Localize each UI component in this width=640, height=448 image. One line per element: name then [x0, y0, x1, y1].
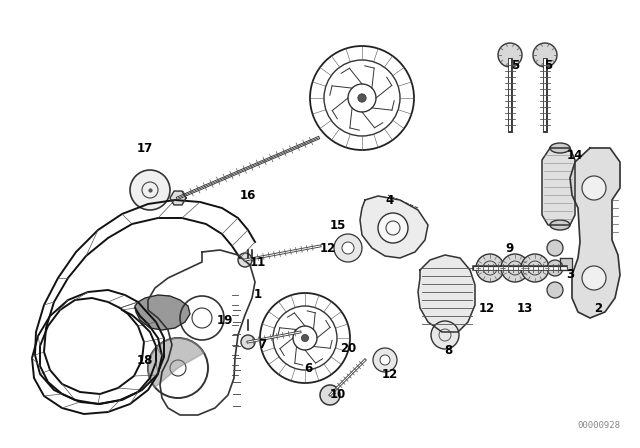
- Text: 1: 1: [254, 289, 262, 302]
- Circle shape: [358, 94, 366, 102]
- Circle shape: [547, 282, 563, 298]
- Circle shape: [547, 240, 563, 256]
- Ellipse shape: [550, 220, 570, 230]
- Text: 14: 14: [567, 148, 583, 161]
- Text: 12: 12: [382, 369, 398, 382]
- Circle shape: [431, 321, 459, 349]
- Circle shape: [334, 234, 362, 262]
- Circle shape: [378, 213, 408, 243]
- Text: 12: 12: [320, 241, 336, 254]
- Text: 5: 5: [511, 59, 519, 72]
- Polygon shape: [570, 148, 620, 318]
- Text: 19: 19: [217, 314, 233, 327]
- Text: 3: 3: [566, 268, 574, 281]
- Polygon shape: [418, 255, 475, 332]
- Polygon shape: [542, 148, 575, 225]
- Circle shape: [342, 242, 354, 254]
- Wedge shape: [148, 338, 204, 387]
- Ellipse shape: [550, 143, 570, 153]
- Text: 2: 2: [594, 302, 602, 314]
- Text: 6: 6: [304, 362, 312, 375]
- Text: 20: 20: [340, 341, 356, 354]
- Circle shape: [501, 254, 529, 282]
- Text: 15: 15: [330, 219, 346, 232]
- Text: 8: 8: [444, 344, 452, 357]
- Text: 00000928: 00000928: [577, 421, 620, 430]
- Circle shape: [582, 176, 606, 200]
- Text: 12: 12: [479, 302, 495, 314]
- Circle shape: [241, 335, 255, 349]
- Polygon shape: [360, 196, 428, 258]
- Text: 11: 11: [250, 257, 266, 270]
- Circle shape: [238, 253, 252, 267]
- Circle shape: [320, 385, 340, 405]
- Text: 5: 5: [544, 59, 552, 72]
- Text: 4: 4: [386, 194, 394, 207]
- Text: 18: 18: [137, 353, 153, 366]
- Circle shape: [301, 334, 308, 341]
- Polygon shape: [170, 191, 186, 205]
- Circle shape: [547, 260, 563, 276]
- Circle shape: [533, 43, 557, 67]
- Polygon shape: [135, 295, 190, 330]
- Circle shape: [582, 266, 606, 290]
- Text: 17: 17: [137, 142, 153, 155]
- Polygon shape: [560, 258, 572, 270]
- Text: 16: 16: [240, 189, 256, 202]
- Circle shape: [498, 43, 522, 67]
- Text: 7: 7: [258, 339, 266, 352]
- Circle shape: [380, 355, 390, 365]
- Text: 13: 13: [517, 302, 533, 314]
- Circle shape: [373, 348, 397, 372]
- Circle shape: [476, 254, 504, 282]
- Text: 10: 10: [330, 388, 346, 401]
- Circle shape: [130, 170, 170, 210]
- Text: 9: 9: [506, 241, 514, 254]
- Circle shape: [521, 254, 549, 282]
